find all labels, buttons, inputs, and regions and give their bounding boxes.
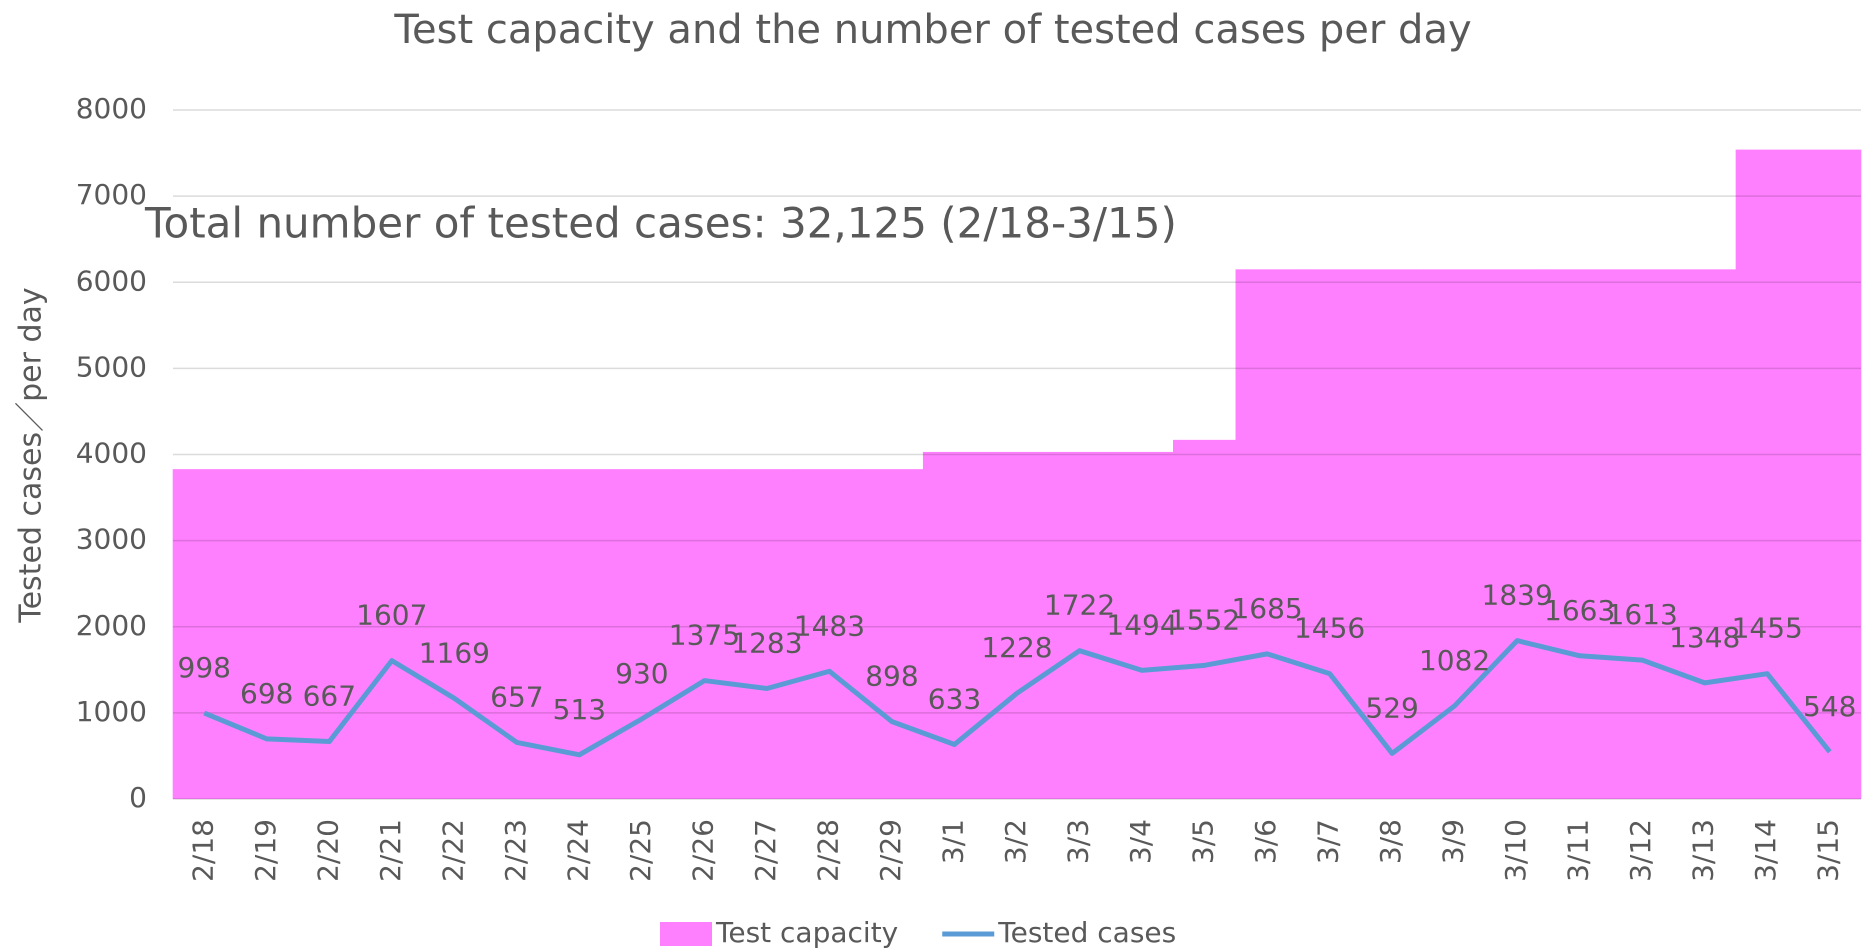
y-tick-label: 5000 <box>76 350 147 383</box>
x-tick-label: 3/3 <box>1062 819 1095 864</box>
y-tick-label: 4000 <box>76 437 147 470</box>
x-tick-label: 3/6 <box>1249 819 1282 864</box>
x-tick-label: 2/26 <box>686 819 719 882</box>
x-tick-label: 2/19 <box>249 819 282 882</box>
legend-swatch <box>660 922 712 946</box>
capacity-bar <box>985 451 1049 799</box>
x-tick-label: 3/10 <box>1499 819 1532 882</box>
capacity-bar <box>735 469 799 799</box>
capacity-bar <box>1735 149 1799 799</box>
data-label: 698 <box>240 677 293 710</box>
data-label: 1082 <box>1419 644 1490 677</box>
x-tick-label: 2/29 <box>874 819 907 882</box>
x-tick-label: 3/13 <box>1687 819 1720 882</box>
capacity-bar <box>297 469 361 799</box>
x-tick-label: 3/2 <box>999 819 1032 864</box>
x-tick-label: 2/25 <box>624 819 657 882</box>
data-label: 657 <box>490 680 543 713</box>
y-tick-label: 2000 <box>76 609 147 642</box>
y-tick-label: 3000 <box>76 523 147 556</box>
y-tick-label: 7000 <box>76 178 147 211</box>
capacity-bar <box>1798 149 1862 799</box>
data-label: 898 <box>865 660 918 693</box>
capacity-bar <box>1485 269 1549 799</box>
data-label: 1348 <box>1669 621 1740 654</box>
x-tick-label: 2/22 <box>436 819 469 882</box>
data-label: 1839 <box>1482 579 1553 612</box>
x-tick-label: 2/28 <box>811 819 844 882</box>
x-tick-label: 2/27 <box>749 819 782 882</box>
capacity-bar <box>672 469 736 799</box>
capacity-bar <box>235 469 299 799</box>
x-tick-label: 3/9 <box>1437 819 1470 864</box>
capacity-bar <box>1423 269 1487 799</box>
data-label: 998 <box>178 651 231 684</box>
data-label: 1169 <box>419 636 490 669</box>
x-tick-label: 2/18 <box>186 819 219 882</box>
data-label: 513 <box>553 693 606 726</box>
x-tick-label: 3/14 <box>1749 819 1782 882</box>
data-label: 930 <box>615 657 668 690</box>
data-label: 1494 <box>1106 608 1177 641</box>
chart-title: Test capacity and the number of tested c… <box>393 7 1471 53</box>
data-label: 1228 <box>981 631 1052 664</box>
capacity-bar <box>1172 439 1237 799</box>
x-tick-label: 2/24 <box>561 819 594 882</box>
tested-line <box>203 638 1832 758</box>
legend-label: Tested cases <box>997 916 1176 949</box>
x-tick-label: 3/4 <box>1124 819 1157 864</box>
x-tick-label: 3/5 <box>1187 819 1220 864</box>
capacity-bar <box>1110 451 1174 799</box>
capacity-bar <box>1298 269 1362 799</box>
data-label: 1613 <box>1607 598 1678 631</box>
y-tick-label: 0 <box>129 781 147 814</box>
data-label: 1722 <box>1044 589 1115 622</box>
annotation: Total number of tested cases: 32,125 (2/… <box>144 199 1177 248</box>
capacity-bar <box>172 469 236 799</box>
x-tick-label: 3/8 <box>1374 819 1407 864</box>
capacity-bar <box>485 469 549 799</box>
data-label: 633 <box>928 682 981 715</box>
data-label: 1607 <box>356 599 427 632</box>
capacity-bar <box>860 469 924 799</box>
y-tick-label: 6000 <box>76 264 147 297</box>
y-tick-label: 1000 <box>76 695 147 728</box>
x-tick-label: 3/15 <box>1812 819 1845 882</box>
data-label: 1552 <box>1169 603 1240 636</box>
data-label: 1375 <box>669 619 740 652</box>
data-label: 1283 <box>731 627 802 660</box>
capacity-bar <box>610 469 674 799</box>
data-label: 667 <box>303 680 356 713</box>
x-tick-label: 3/1 <box>936 819 969 864</box>
data-label: 548 <box>1803 690 1856 723</box>
capacity-bar <box>1360 269 1424 799</box>
data-label: 1456 <box>1294 612 1365 645</box>
data-label: 1483 <box>794 609 865 642</box>
capacity-bar <box>422 469 486 799</box>
x-tick-label: 3/11 <box>1562 819 1595 882</box>
data-label: 529 <box>1365 691 1418 724</box>
data-label: 1663 <box>1544 594 1615 627</box>
x-tick-label: 2/23 <box>499 819 532 882</box>
capacity-bar <box>1235 269 1299 799</box>
x-tick-label: 3/7 <box>1312 819 1345 864</box>
x-tick-label: 2/21 <box>374 819 407 882</box>
data-label: 1685 <box>1231 592 1302 625</box>
capacity-bar <box>1548 269 1612 799</box>
capacity-bar <box>922 451 987 799</box>
capacity-bar <box>797 469 862 799</box>
legend-label: Test capacity <box>715 916 898 949</box>
capacity-bar <box>360 469 424 799</box>
y-axis-label: Tested cases／per day <box>14 287 49 623</box>
y-tick-label: 8000 <box>76 92 147 125</box>
x-tick-label: 3/12 <box>1624 819 1657 882</box>
data-label: 1455 <box>1732 612 1803 645</box>
capacity-bar <box>1610 269 1674 799</box>
capacity-bar <box>1673 269 1737 799</box>
capacity-bar <box>1047 451 1112 799</box>
x-tick-label: 2/20 <box>311 819 344 882</box>
